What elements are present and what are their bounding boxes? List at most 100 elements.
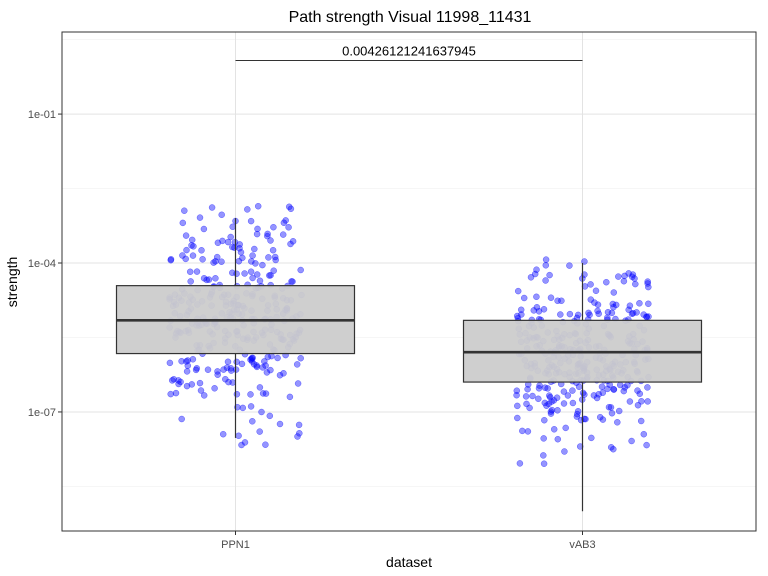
data-point: [244, 206, 251, 213]
data-point: [263, 369, 271, 376]
data-point: [608, 309, 616, 317]
data-point: [554, 435, 562, 443]
data-point: [644, 278, 651, 285]
data-point: [295, 421, 303, 429]
data-point: [197, 387, 205, 394]
data-point: [540, 460, 548, 467]
data-point: [182, 232, 190, 239]
data-point: [262, 390, 270, 397]
data-point: [620, 277, 628, 285]
data-point: [178, 357, 185, 365]
data-point: [264, 232, 271, 240]
data-point: [266, 412, 274, 420]
data-point: [175, 380, 182, 388]
panel-border: [61, 31, 757, 532]
data-point: [229, 379, 236, 386]
data-point: [550, 426, 558, 433]
data-point: [285, 224, 292, 231]
data-point: [536, 382, 543, 389]
data-point: [595, 391, 602, 398]
data-point: [560, 400, 568, 407]
data-point: [294, 433, 301, 440]
data-point: [514, 414, 521, 422]
data-point: [193, 268, 201, 275]
x-tick-label: vAB3: [569, 539, 595, 551]
x-axis: PPN1 vAB3: [221, 531, 596, 551]
x-tick-label: PPN1: [221, 539, 250, 551]
data-point: [235, 257, 243, 265]
data-point: [183, 382, 191, 390]
data-point: [599, 389, 607, 396]
data-point: [248, 258, 255, 265]
data-point: [643, 441, 650, 449]
data-point: [632, 280, 639, 288]
data-point: [213, 253, 221, 261]
data-point: [604, 308, 612, 316]
data-point: [251, 245, 258, 253]
data-point: [554, 297, 561, 305]
data-point: [287, 240, 294, 248]
data-point: [179, 219, 187, 227]
data-point: [540, 306, 548, 313]
data-point: [566, 310, 574, 318]
data-point: [561, 448, 568, 455]
data-point: [211, 385, 218, 392]
data-point: [626, 302, 634, 309]
data-point: [542, 262, 550, 269]
data-point: [550, 397, 558, 404]
data-point: [595, 310, 602, 318]
data-point: [247, 268, 255, 275]
data-point: [200, 275, 208, 282]
data-point: [256, 277, 264, 285]
data-point: [544, 385, 551, 392]
data-point: [628, 273, 636, 281]
data-point: [264, 230, 271, 238]
data-point: [591, 299, 598, 306]
data-point: [269, 246, 277, 254]
data-point: [616, 381, 624, 389]
data-point: [167, 390, 174, 398]
data-point: [560, 388, 568, 395]
data-point: [229, 269, 236, 277]
data-point: [227, 367, 235, 374]
data-point: [621, 272, 628, 280]
data-point: [252, 260, 259, 267]
data-point: [214, 371, 221, 378]
data-point: [181, 207, 188, 214]
data-point: [599, 416, 607, 423]
data-point: [235, 432, 242, 440]
data-point: [179, 252, 186, 259]
data-point: [603, 278, 610, 286]
data-point: [271, 253, 279, 261]
data-point: [614, 419, 621, 426]
data-point: [192, 366, 200, 374]
data-point: [214, 368, 221, 375]
data-point: [167, 256, 175, 264]
data-point: [270, 223, 277, 231]
data-point: [519, 427, 526, 435]
data-point: [280, 219, 288, 227]
data-point: [610, 445, 617, 453]
data-point: [236, 241, 243, 248]
data-point: [644, 280, 651, 287]
data-point: [514, 287, 522, 295]
data-point: [219, 430, 227, 438]
data-point: [190, 243, 197, 250]
data-point: [588, 434, 595, 442]
data-point: [517, 306, 525, 314]
data-point: [182, 255, 189, 263]
data-point: [527, 274, 535, 281]
data-point: [200, 392, 208, 399]
data-point: [189, 252, 197, 259]
data-point: [594, 301, 602, 308]
data-point: [247, 403, 255, 410]
data-point: [631, 275, 638, 282]
data-point: [254, 202, 262, 210]
data-point: [294, 380, 302, 387]
data-point: [200, 225, 208, 233]
data-point: [296, 430, 303, 437]
data-point: [220, 366, 227, 373]
data-point: [274, 354, 281, 362]
data-point: [615, 407, 623, 415]
data-point: [533, 304, 541, 311]
